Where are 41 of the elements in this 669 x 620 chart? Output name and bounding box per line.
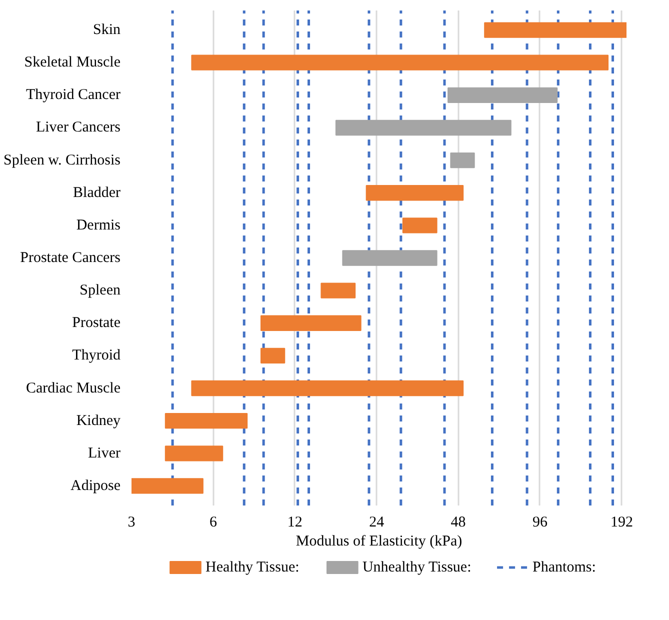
y-tick-label: Skin <box>92 22 121 38</box>
y-tick-label: Kidney <box>76 412 121 429</box>
x-tick-label: 48 <box>450 514 466 530</box>
bar <box>191 380 464 396</box>
legend-label: Unhealthy Tissue: <box>362 560 472 576</box>
bar <box>335 120 512 136</box>
y-tick-label: Prostate <box>72 315 121 332</box>
y-tick-label: Spleen w. Cirrhosis <box>4 152 121 168</box>
y-tick-label: Prostate Cancers <box>20 250 121 266</box>
bar <box>448 87 558 103</box>
bar <box>164 413 248 429</box>
x-axis-title: Modulus of Elasticity (kPa) <box>296 534 462 550</box>
y-tick-label: Spleen <box>80 282 121 299</box>
bar <box>191 54 609 70</box>
bar <box>342 250 438 266</box>
bar <box>320 282 356 298</box>
x-tick-label: 96 <box>532 514 548 530</box>
bar <box>366 185 464 201</box>
x-tick-label: 12 <box>287 514 302 530</box>
bar <box>484 22 626 38</box>
x-tick-label: 24 <box>369 514 385 530</box>
legend-label: Phantoms: <box>532 560 596 576</box>
bar <box>450 152 475 168</box>
y-tick-label: Thyroid <box>72 348 121 364</box>
legend-label: Healthy Tissue: <box>206 560 300 576</box>
y-tick-label: Liver <box>88 445 121 462</box>
y-tick-label: Thyroid Cancer <box>26 87 121 104</box>
bar <box>402 218 438 234</box>
y-tick-label: Skeletal Muscle <box>24 54 121 71</box>
y-tick-label: Dermis <box>76 217 121 234</box>
y-tick-label: Cardiac Muscle <box>26 380 121 396</box>
x-tick-label: 6 <box>209 514 218 530</box>
y-tick-label: Bladder <box>73 184 121 201</box>
y-tick-label: Adipose <box>70 478 121 494</box>
bar <box>164 446 224 462</box>
bar <box>132 478 204 494</box>
bar <box>260 348 286 364</box>
y-tick-label: Liver Cancers <box>36 120 121 136</box>
x-tick-label: 3 <box>128 514 136 530</box>
bar <box>260 315 362 331</box>
x-tick-label: 192 <box>610 514 633 530</box>
